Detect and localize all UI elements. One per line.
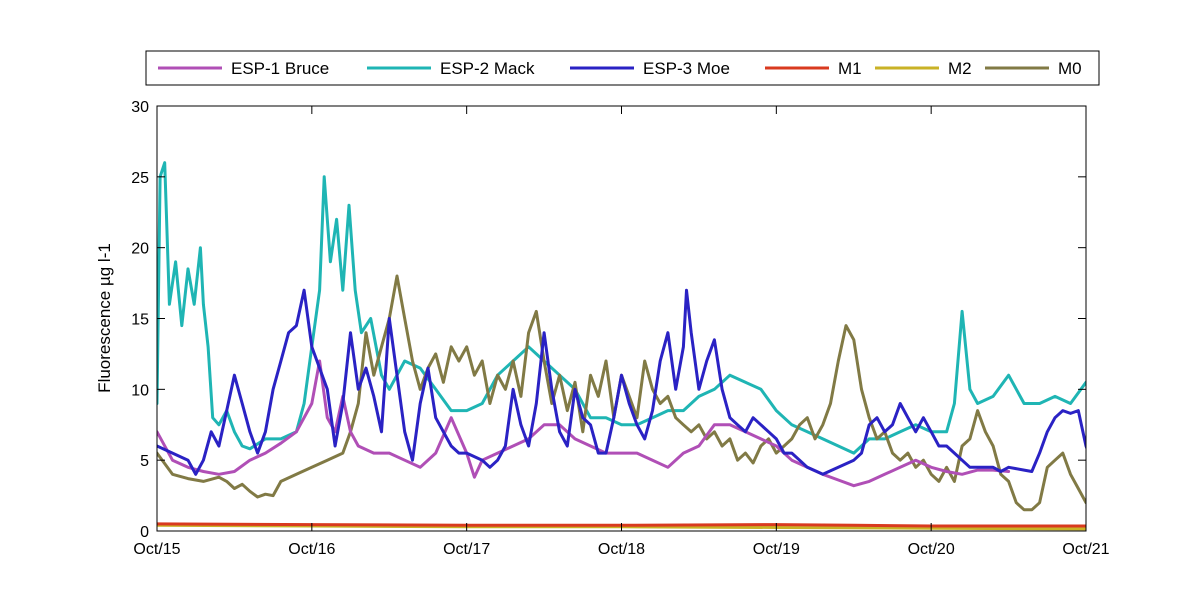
x-tick-label: Oct/19 xyxy=(753,541,800,558)
series-line-esp-3-moe xyxy=(157,288,1086,476)
y-tick-label: 25 xyxy=(131,170,149,187)
series-line-esp-1-bruce xyxy=(157,359,1011,488)
y-tick-label: 20 xyxy=(131,241,149,258)
x-tick-label: Oct/17 xyxy=(443,541,490,558)
legend-label: ESP-1 Bruce xyxy=(231,59,329,78)
x-tick-label: Oct/21 xyxy=(1062,541,1109,558)
x-tick-label: Oct/20 xyxy=(908,541,955,558)
legend-item-esp-3-moe: ESP-3 Moe xyxy=(570,59,730,78)
y-tick-label: 15 xyxy=(131,312,149,329)
legend-item-esp-1-bruce: ESP-1 Bruce xyxy=(158,59,329,78)
legend-item-m1: M1 xyxy=(765,59,862,78)
x-tick-label: Oct/15 xyxy=(133,541,180,558)
legend: ESP-1 Bruce ESP-2 Mack ESP-3 Moe M1 M2 M0 xyxy=(145,50,1100,86)
x-tick-label: Oct/18 xyxy=(598,541,645,558)
y-tick-label: 0 xyxy=(140,524,149,541)
legend-item-esp-2-mack: ESP-2 Mack xyxy=(367,59,535,78)
legend-label: M1 xyxy=(838,59,862,78)
legend-item-m0: M0 xyxy=(985,59,1082,78)
y-tick-label: 30 xyxy=(131,99,149,116)
x-tick-label: Oct/16 xyxy=(288,541,335,558)
legend-label: M2 xyxy=(948,59,972,78)
y-tick-label: 10 xyxy=(131,382,149,399)
series-line-m1 xyxy=(157,522,1086,528)
y-axis: 0 5 10 15 20 25 30 xyxy=(131,99,1086,541)
series-line-m0 xyxy=(157,274,1086,512)
legend-label: M0 xyxy=(1058,59,1082,78)
legend-label: ESP-3 Moe xyxy=(643,59,730,78)
legend-item-m2: M2 xyxy=(875,59,972,78)
x-axis: Oct/15 Oct/16 Oct/17 Oct/18 Oct/19 Oct/20 Oct/… xyxy=(133,106,1110,558)
legend-label: ESP-2 Mack xyxy=(440,59,535,78)
y-tick-label: 5 xyxy=(140,453,149,470)
y-axis-label: Fluorescence µg l-1 xyxy=(95,243,114,393)
